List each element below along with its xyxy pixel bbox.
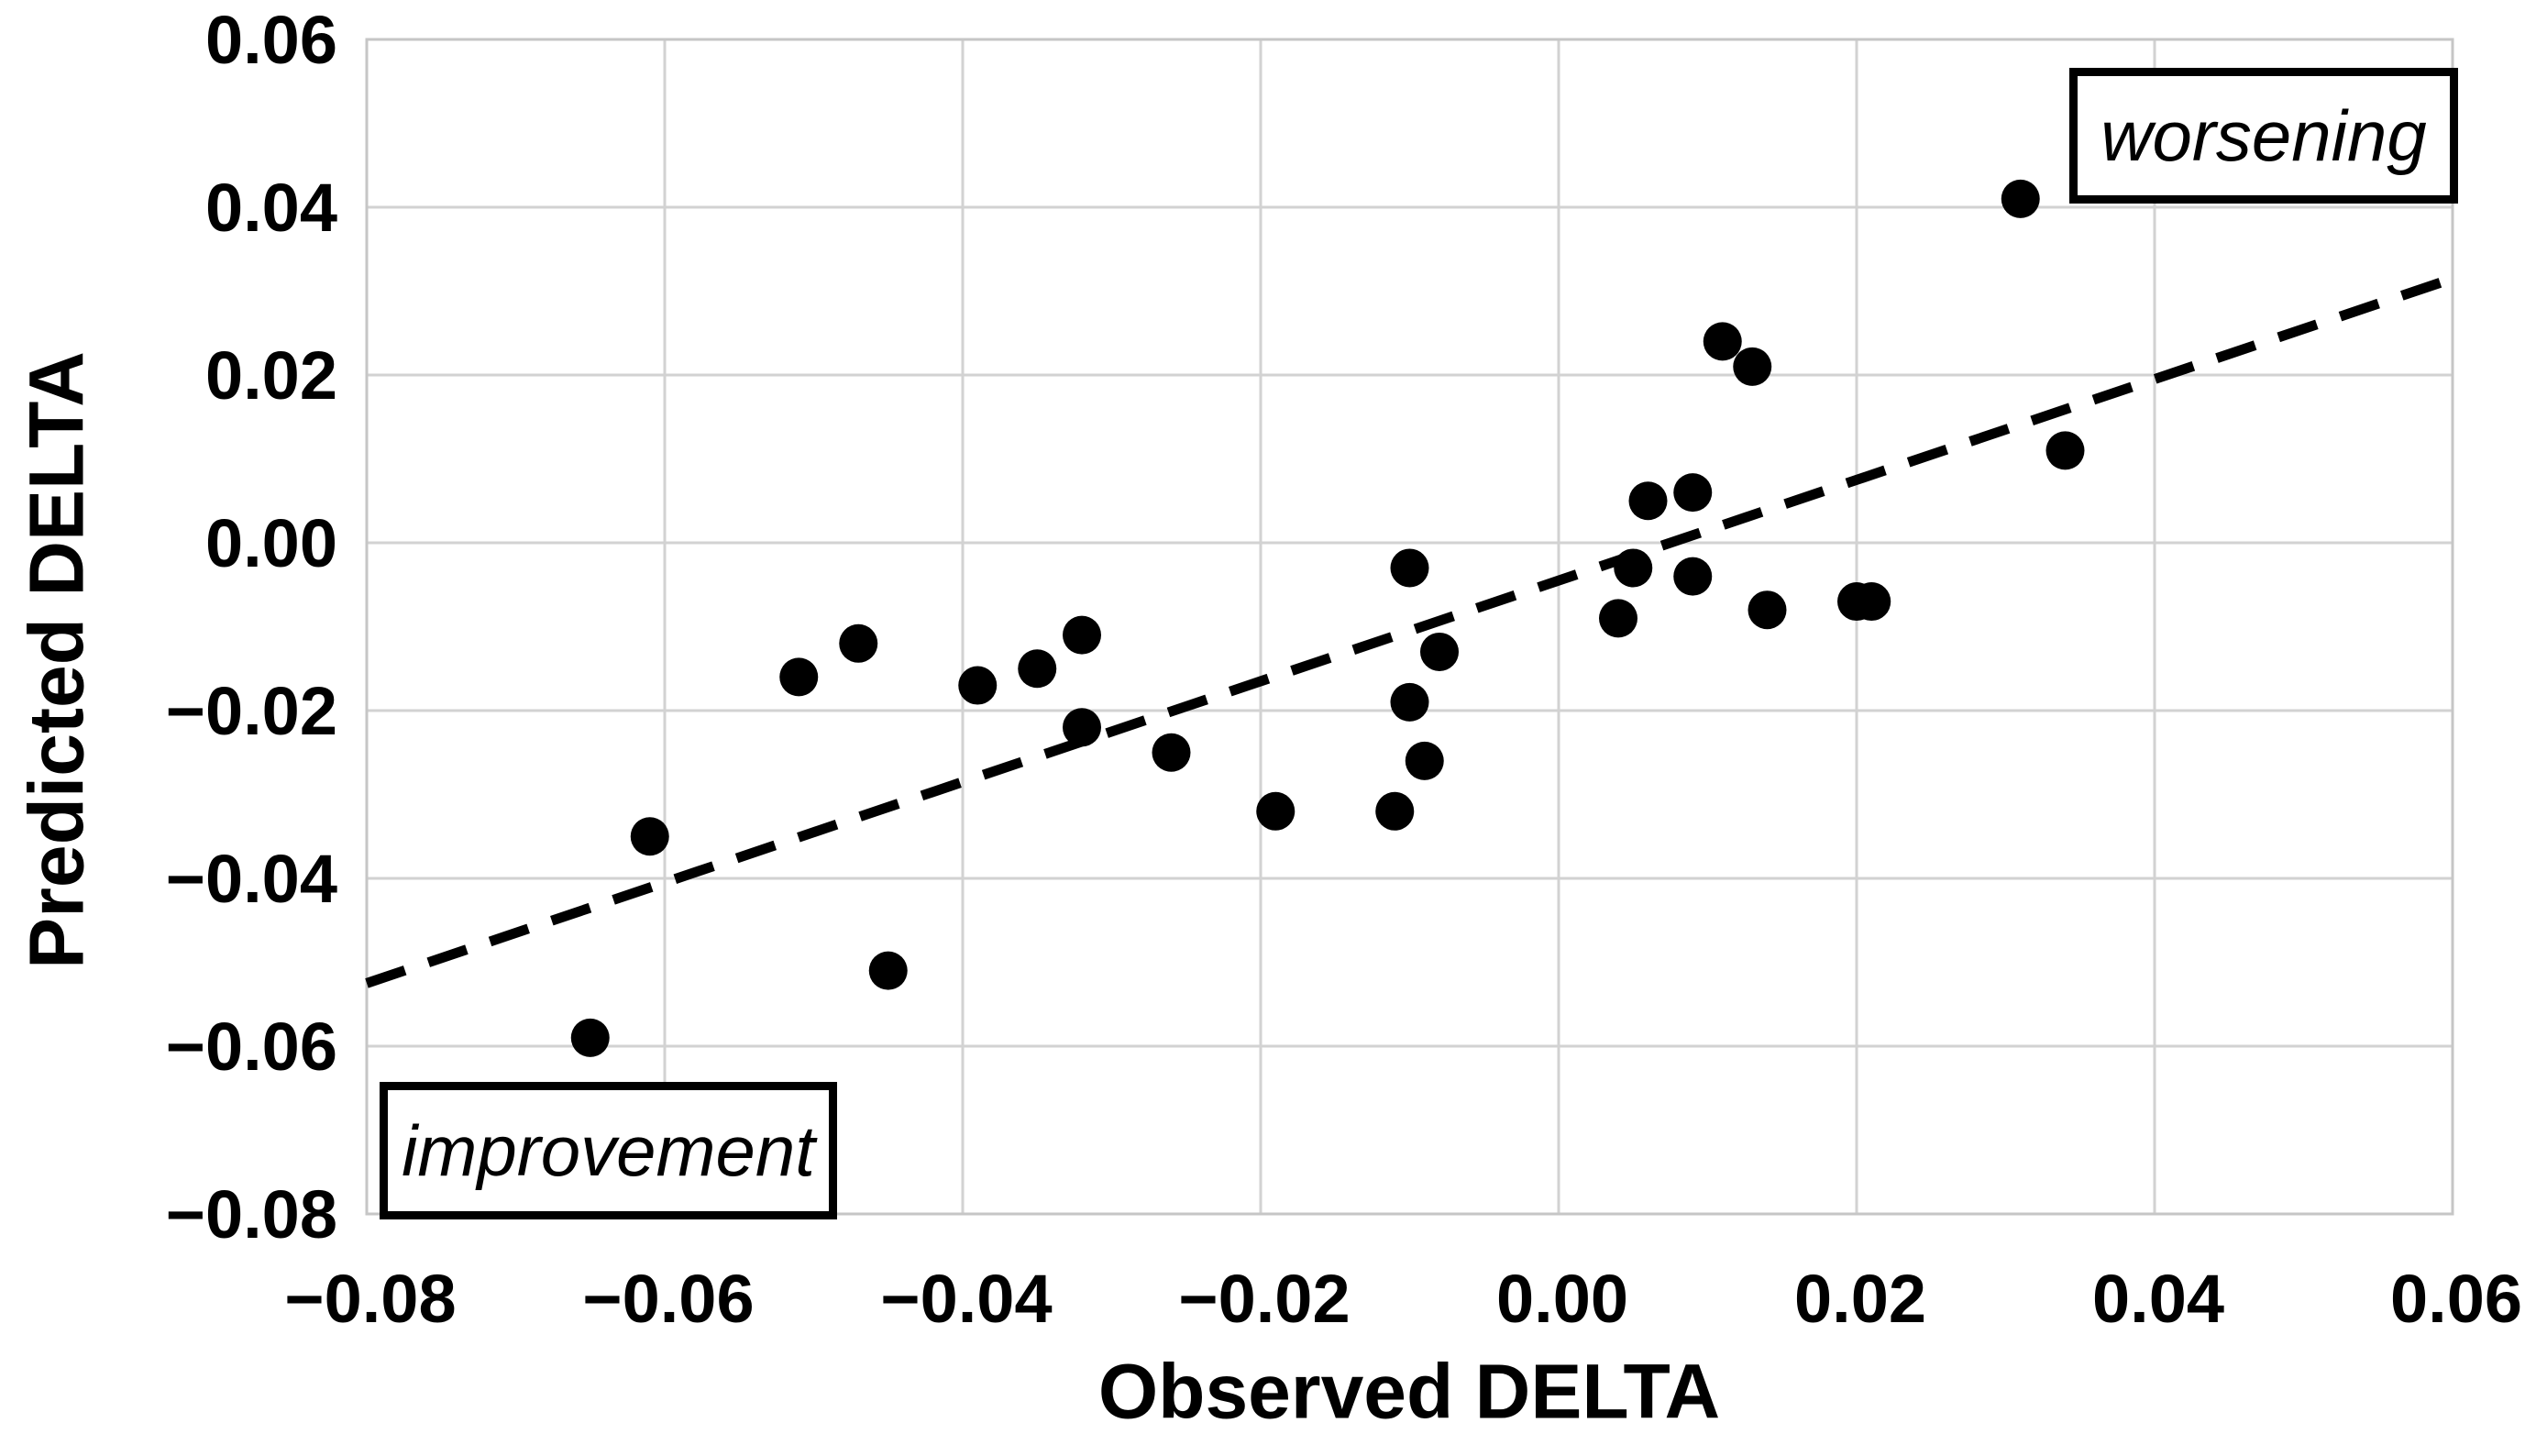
- y-axis-title: Predicted DELTA: [13, 351, 100, 969]
- data-point: [1673, 473, 1713, 513]
- data-point: [1152, 733, 1191, 772]
- data-point: [1673, 557, 1713, 596]
- data-point: [1748, 590, 1787, 630]
- data-point: [1628, 481, 1668, 521]
- y-tick-label: −0.04: [166, 841, 337, 917]
- y-tick-label: 0.04: [205, 170, 337, 246]
- worsening-annotation-box: worsening: [2069, 68, 2458, 204]
- data-point: [570, 1018, 610, 1057]
- plot-border: [365, 38, 2454, 1216]
- y-tick-label: 0.02: [205, 337, 337, 414]
- data-point: [1405, 741, 1444, 780]
- y-tick-label: −0.08: [166, 1176, 337, 1252]
- trend-line: [365, 273, 2454, 988]
- x-tick-label: −0.02: [1178, 1261, 1350, 1337]
- data-point: [1390, 548, 1429, 588]
- data-point: [1733, 347, 1772, 386]
- data-point: [1256, 791, 1296, 831]
- data-point: [630, 817, 669, 856]
- x-tick-label: 0.02: [1794, 1261, 1926, 1337]
- y-tick-label: 0.00: [205, 505, 337, 581]
- x-tick-label: 0.06: [2390, 1261, 2522, 1337]
- y-tick-label: −0.06: [166, 1009, 337, 1085]
- improvement-annotation-box: improvement: [380, 1082, 837, 1219]
- worsening-label: worsening: [2100, 94, 2427, 176]
- data-point: [1375, 791, 1415, 831]
- x-tick-label: 0.00: [1496, 1261, 1628, 1337]
- data-point: [1614, 548, 1653, 588]
- data-point: [2001, 179, 2040, 218]
- x-axis-title: Observed DELTA: [1097, 1348, 1721, 1435]
- x-tick-label: −0.04: [880, 1261, 1052, 1337]
- data-point: [1063, 708, 1101, 747]
- data-point: [1420, 632, 1459, 671]
- data-point: [1852, 582, 1891, 622]
- data-point: [1063, 615, 1101, 655]
- data-point: [2045, 431, 2085, 470]
- y-tick-label: 0.06: [205, 2, 337, 78]
- data-point: [1703, 322, 1742, 361]
- data-point: [1018, 649, 1057, 689]
- x-tick-label: −0.08: [284, 1261, 456, 1337]
- x-tick-label: 0.04: [2092, 1261, 2224, 1337]
- data-point: [868, 951, 908, 990]
- data-point: [779, 657, 819, 697]
- data-point: [839, 623, 878, 663]
- x-tick-label: −0.06: [582, 1261, 754, 1337]
- data-point: [1599, 599, 1637, 638]
- improvement-label: improvement: [402, 1109, 815, 1191]
- data-point: [1390, 682, 1429, 722]
- y-tick-label: −0.02: [166, 673, 337, 749]
- data-point: [958, 666, 998, 705]
